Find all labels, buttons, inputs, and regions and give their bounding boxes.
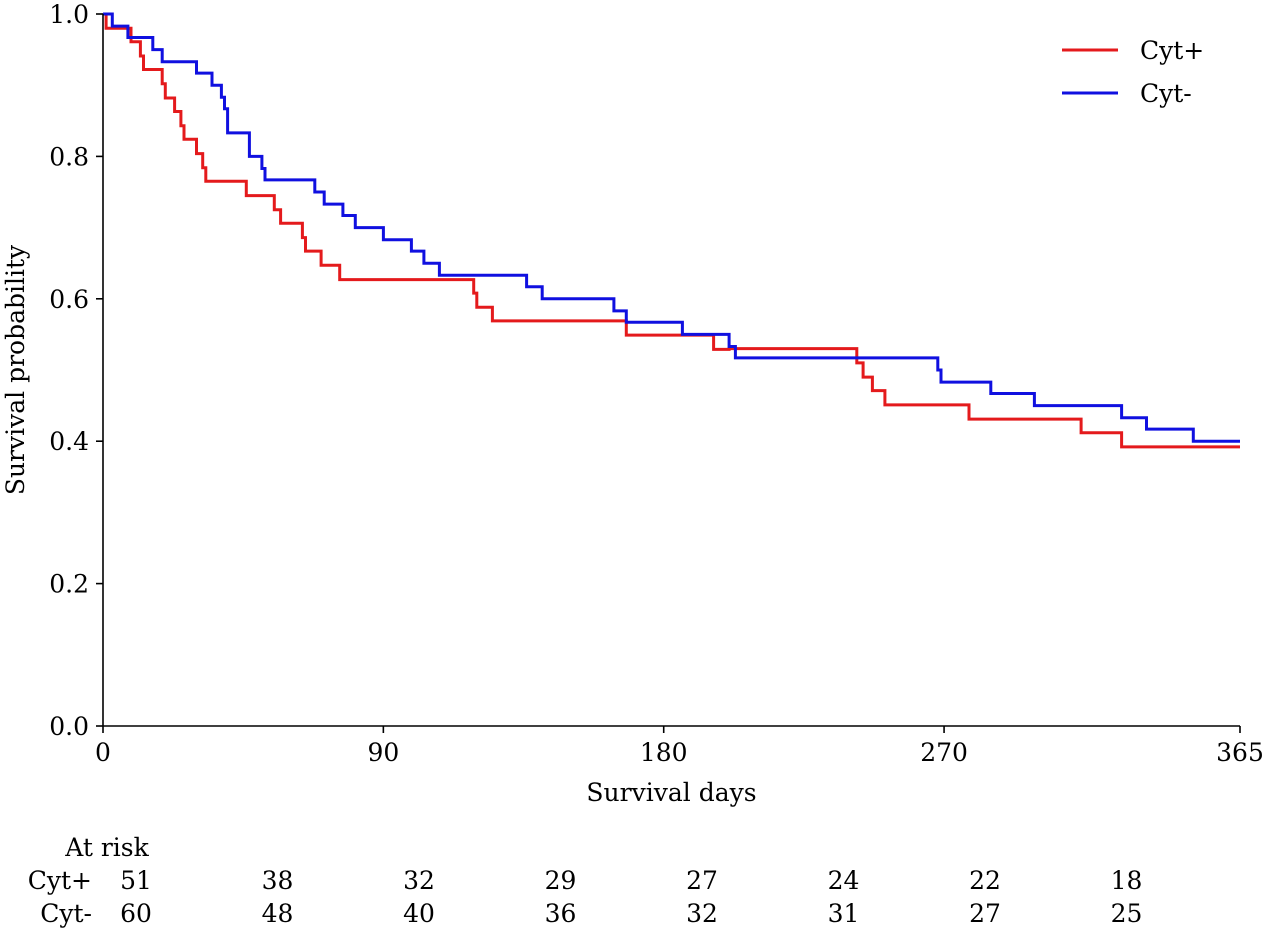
y-axis-title: Survival probability xyxy=(1,244,30,495)
x-tick-label: 180 xyxy=(640,738,688,767)
y-tick-label: 0.6 xyxy=(49,285,89,314)
at-risk-count: 18 xyxy=(1111,866,1143,895)
at-risk-count: 22 xyxy=(969,866,1001,895)
at-risk-count: 32 xyxy=(403,866,435,895)
x-axis-title: Survival days xyxy=(586,778,756,807)
ticks: 0 90 180 270 365 0.0 0.2 0.4 0.6 0.8 1.0 xyxy=(49,0,1264,767)
at-risk-count: 25 xyxy=(1111,899,1143,928)
at-risk-count: 29 xyxy=(545,866,577,895)
at-risk-count: 27 xyxy=(686,866,718,895)
at-risk-count: 27 xyxy=(969,899,1001,928)
x-tick-label: 90 xyxy=(367,738,399,767)
at-risk-count: 40 xyxy=(403,899,435,928)
legend-label: Cyt+ xyxy=(1140,36,1204,65)
y-tick-label: 0.8 xyxy=(49,142,89,171)
series-line-cyt-plus xyxy=(103,12,1240,449)
at-risk-row-label: Cyt+ xyxy=(28,866,92,895)
y-tick-label: 1.0 xyxy=(49,0,89,29)
series-line-cyt-minus xyxy=(103,12,1240,443)
y-tick-label: 0.2 xyxy=(49,570,89,599)
at-risk-count: 60 xyxy=(120,899,152,928)
axes xyxy=(102,14,1240,727)
x-tick-label: 0 xyxy=(95,738,111,767)
at-risk-count: 31 xyxy=(828,899,860,928)
at-risk-count: 36 xyxy=(545,899,577,928)
at-risk-count: 24 xyxy=(828,866,860,895)
at-risk-count: 38 xyxy=(262,866,294,895)
at-risk-count: 32 xyxy=(686,899,718,928)
at-risk-row-label: Cyt- xyxy=(40,899,92,928)
at-risk-title: At risk xyxy=(64,833,149,862)
at-risk-count: 51 xyxy=(120,866,152,895)
y-tick-label: 0.4 xyxy=(49,427,89,456)
legend: Cyt+ Cyt- xyxy=(1062,36,1204,108)
at-risk-count: 48 xyxy=(262,899,294,928)
x-tick-label: 365 xyxy=(1216,738,1264,767)
y-tick-label: 0.0 xyxy=(49,712,89,741)
legend-label: Cyt- xyxy=(1140,79,1192,108)
x-tick-label: 270 xyxy=(920,738,968,767)
at-risk-table: At risk Cyt+ 51 38 32 29 27 24 22 18 Cyt- 60 48 40 36 3… xyxy=(28,833,1143,928)
plot-area xyxy=(103,12,1240,449)
